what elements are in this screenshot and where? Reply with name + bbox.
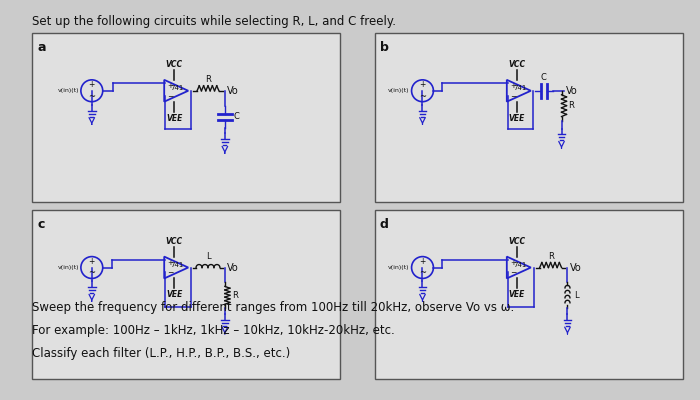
Text: +: + xyxy=(167,83,173,89)
Text: VCC: VCC xyxy=(166,237,183,246)
Text: For example: 100Hz – 1kHz, 1kHz – 10kHz, 10kHz-20kHz, etc.: For example: 100Hz – 1kHz, 1kHz – 10kHz,… xyxy=(32,324,395,337)
Text: Classify each filter (L.P., H.P., B.P., B.S., etc.): Classify each filter (L.P., H.P., B.P., … xyxy=(32,347,290,360)
Text: c: c xyxy=(37,218,45,231)
Text: VEE: VEE xyxy=(509,290,525,299)
Text: +: + xyxy=(89,256,95,266)
Text: ~: ~ xyxy=(419,268,426,278)
Text: +: + xyxy=(510,83,516,89)
Text: Vo: Vo xyxy=(227,262,239,272)
Text: VEE: VEE xyxy=(509,114,525,123)
Text: −: − xyxy=(510,268,516,277)
Text: L: L xyxy=(206,252,210,260)
Text: 741: 741 xyxy=(513,262,526,268)
Text: 741: 741 xyxy=(171,262,184,268)
Text: VEE: VEE xyxy=(166,114,183,123)
Text: v(in)(t): v(in)(t) xyxy=(57,265,79,270)
Text: −: − xyxy=(510,92,516,101)
Text: +: + xyxy=(167,260,173,266)
Bar xyxy=(32,33,340,202)
Text: R: R xyxy=(547,252,554,260)
Text: C: C xyxy=(540,73,547,82)
Text: R: R xyxy=(205,75,211,84)
Bar xyxy=(32,210,340,379)
Text: v(in)(t): v(in)(t) xyxy=(388,265,409,270)
Text: d: d xyxy=(380,218,389,231)
Text: −: − xyxy=(167,268,174,277)
Text: R: R xyxy=(568,101,574,110)
Text: b: b xyxy=(380,41,389,54)
Text: +: + xyxy=(419,256,426,266)
Text: Vo: Vo xyxy=(227,86,239,96)
Text: ~: ~ xyxy=(88,268,95,278)
Text: +: + xyxy=(89,80,95,89)
Text: C: C xyxy=(234,112,239,121)
Text: R: R xyxy=(232,291,238,300)
Text: ~: ~ xyxy=(419,92,426,101)
Text: v(in)(t): v(in)(t) xyxy=(57,88,79,93)
Text: a: a xyxy=(37,41,46,54)
Text: −: − xyxy=(167,92,174,101)
Text: 741: 741 xyxy=(513,85,526,91)
Text: +: + xyxy=(419,80,426,89)
Text: VEE: VEE xyxy=(166,290,183,299)
Text: VCC: VCC xyxy=(508,237,526,246)
Text: Vo: Vo xyxy=(570,262,581,272)
Text: 741: 741 xyxy=(171,85,184,91)
Text: VCC: VCC xyxy=(166,60,183,69)
Bar xyxy=(374,33,682,202)
Text: Set up the following circuits while selecting R, L, and C freely.: Set up the following circuits while sele… xyxy=(32,15,396,28)
Bar xyxy=(374,210,682,379)
Text: +: + xyxy=(510,260,516,266)
Text: v(in)(t): v(in)(t) xyxy=(388,88,409,93)
Text: L: L xyxy=(575,291,579,300)
Text: ~: ~ xyxy=(88,92,95,101)
Text: Vo: Vo xyxy=(566,86,578,96)
Text: VCC: VCC xyxy=(508,60,526,69)
Text: Sweep the frequency for different ranges from 100Hz till 20kHz, observe Vo vs ω.: Sweep the frequency for different ranges… xyxy=(32,301,514,314)
